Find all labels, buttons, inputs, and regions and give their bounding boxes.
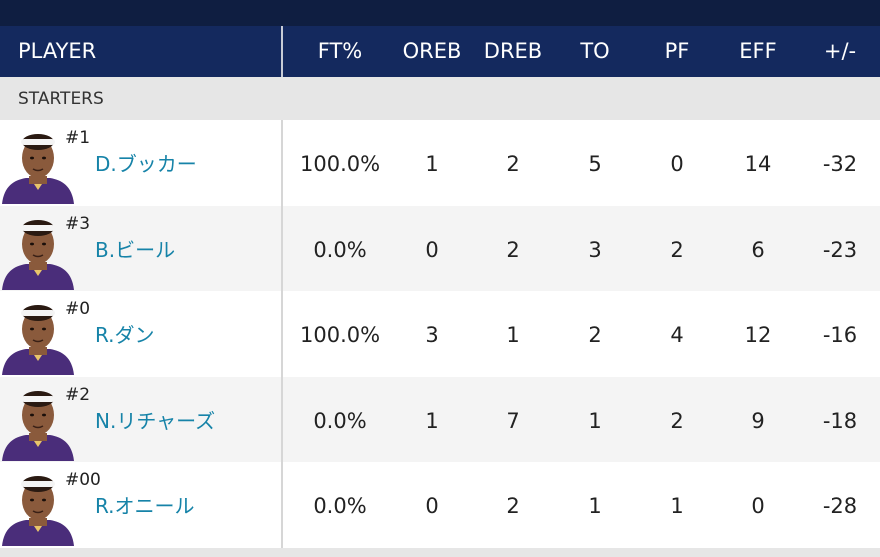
ft-pct-value: 0.0% xyxy=(313,408,367,433)
plus-minus-value: -16 xyxy=(822,323,858,348)
header-pf: PF xyxy=(664,39,690,63)
jersey-number: #0 xyxy=(65,299,91,320)
eff-value: 6 xyxy=(751,237,765,262)
jersey-number: #00 xyxy=(65,470,101,491)
player-row[interactable]: #0 R.ダン 100.0% 3 1 2 4 12 -16 xyxy=(0,291,880,377)
column-divider xyxy=(281,291,283,377)
player-cell[interactable]: #2 N.リチャーズ xyxy=(0,377,281,463)
header-ft-pct: FT% xyxy=(317,39,363,63)
player-name-link[interactable]: D.ブッカー xyxy=(95,152,197,176)
oreb-value: 1 xyxy=(425,408,439,433)
oreb-value: 0 xyxy=(425,237,439,262)
header-oreb: OREB xyxy=(402,39,462,63)
player-headshot-icon xyxy=(0,210,76,290)
dreb-value: 1 xyxy=(506,323,520,348)
player-cell[interactable]: #3 B.ビール xyxy=(0,206,281,292)
player-row[interactable]: #3 B.ビール 0.0% 0 2 3 2 6 -23 xyxy=(0,205,880,292)
to-value: 2 xyxy=(588,323,602,348)
plus-minus-value: -28 xyxy=(822,494,858,519)
player-headshot-icon xyxy=(0,466,76,547)
plus-minus-value: -18 xyxy=(822,408,858,433)
eff-value: 12 xyxy=(744,323,772,348)
pf-value: 4 xyxy=(670,323,684,348)
player-headshot-icon xyxy=(0,381,76,461)
player-headshot-icon xyxy=(0,295,76,376)
column-divider xyxy=(281,120,283,206)
to-value: 3 xyxy=(588,237,602,262)
header-to: TO xyxy=(580,39,610,63)
ft-pct-value: 0.0% xyxy=(313,237,367,262)
plus-minus-value: -23 xyxy=(822,237,858,262)
jersey-number: #1 xyxy=(65,128,91,148)
column-divider xyxy=(281,462,283,548)
oreb-value: 1 xyxy=(425,152,439,176)
eff-value: 9 xyxy=(751,408,765,433)
dreb-value: 2 xyxy=(506,237,520,262)
ft-pct-value: 0.0% xyxy=(313,494,367,519)
header-dreb: DREB xyxy=(483,39,543,63)
eff-value: 0 xyxy=(751,494,765,519)
player-cell[interactable]: #0 R.ダン xyxy=(0,291,281,377)
dreb-value: 2 xyxy=(506,494,520,519)
player-name-link[interactable]: B.ビール xyxy=(95,237,176,262)
player-cell[interactable]: #1 D.ブッカー xyxy=(0,120,281,206)
player-rows: #1 D.ブッカー 100.0% 1 2 5 0 14 -32 xyxy=(0,120,880,548)
ft-pct-value: 100.0% xyxy=(300,323,381,348)
to-value: 5 xyxy=(588,152,602,176)
player-cell[interactable]: #00 R.オニール xyxy=(0,462,281,548)
player-name-link[interactable]: N.リチャーズ xyxy=(95,408,216,433)
player-headshot-icon xyxy=(0,124,76,204)
oreb-value: 0 xyxy=(425,494,439,519)
player-name-link[interactable]: R.オニール xyxy=(95,494,195,519)
header-player: PLAYER xyxy=(18,39,97,63)
plus-minus-value: -32 xyxy=(822,152,858,176)
pf-value: 2 xyxy=(670,237,684,262)
player-row[interactable]: #1 D.ブッカー 100.0% 1 2 5 0 14 -32 xyxy=(0,120,880,206)
top-nav-strip xyxy=(0,0,880,26)
eff-value: 14 xyxy=(744,152,772,176)
to-value: 1 xyxy=(588,494,602,519)
dreb-value: 2 xyxy=(506,152,520,176)
header-plus-minus: +/- xyxy=(823,39,857,63)
section-label: STARTERS xyxy=(18,89,104,109)
pf-value: 1 xyxy=(670,494,684,519)
header-divider xyxy=(281,26,283,77)
next-section-strip xyxy=(0,548,880,557)
ft-pct-value: 100.0% xyxy=(300,152,381,176)
dreb-value: 7 xyxy=(506,408,520,433)
pf-value: 0 xyxy=(670,152,684,176)
header-eff: EFF xyxy=(739,39,777,63)
pf-value: 2 xyxy=(670,408,684,433)
table-header: PLAYER FT% OREB DREB TO PF EFF +/- xyxy=(0,26,880,77)
column-divider xyxy=(281,205,283,292)
section-starters: STARTERS xyxy=(0,77,880,120)
player-row[interactable]: #2 N.リチャーズ 0.0% 1 7 1 2 9 -18 xyxy=(0,376,880,463)
jersey-number: #2 xyxy=(65,384,91,405)
to-value: 1 xyxy=(588,408,602,433)
jersey-number: #3 xyxy=(65,213,91,234)
player-name-link[interactable]: R.ダン xyxy=(95,323,155,348)
player-row[interactable]: #00 R.オニール 0.0% 0 2 1 1 0 -28 xyxy=(0,462,880,548)
oreb-value: 3 xyxy=(425,323,439,348)
column-divider xyxy=(281,376,283,463)
